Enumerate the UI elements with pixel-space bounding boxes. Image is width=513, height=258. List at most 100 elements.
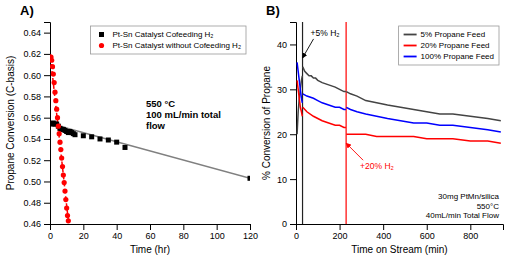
tick-label: 40: [112, 231, 122, 241]
tick-label: 60: [145, 231, 155, 241]
x-axis-line: [51, 225, 251, 231]
tick-mark: [117, 224, 118, 230]
series-line: [297, 62, 501, 132]
y-axis: 010203040: [277, 23, 297, 230]
point: [61, 172, 66, 177]
x-axis-line: [297, 225, 504, 231]
tick-label: 0.48: [23, 198, 41, 208]
tick: 20: [277, 130, 296, 140]
tick: 0.52: [23, 156, 50, 166]
legend-box: [399, 26, 499, 65]
tick-mark: [183, 224, 184, 230]
tick-mark: [44, 54, 50, 55]
tick-label: 400: [376, 231, 391, 241]
tick-label: 0.54: [23, 134, 41, 144]
point: [59, 155, 64, 160]
tick: 0.56: [23, 113, 50, 123]
tick-mark: [290, 224, 296, 225]
point: [65, 213, 70, 218]
tick-label: 20: [277, 130, 287, 140]
point: [52, 90, 57, 95]
legend-symbol: [404, 45, 417, 47]
plot-area: [297, 22, 501, 224]
tick: 0.48: [23, 198, 50, 208]
tick: 0.50: [23, 177, 50, 187]
annotation-line: 550°C: [477, 202, 500, 211]
panel-title: B): [266, 3, 280, 18]
point: [56, 124, 61, 129]
legend: 5% Propane Feed 20% Propane Feed 100% Prop…: [399, 26, 499, 65]
legend-symbol: [404, 34, 417, 36]
point: [64, 205, 69, 210]
legend: Pt-Sn Catalyst Cofeeding H₂ Pt-Sn Catalys…: [91, 26, 247, 54]
legend-label: 20% Propane Feed: [421, 41, 490, 50]
annotation-line: flow: [146, 120, 166, 131]
tick-mark: [44, 33, 50, 34]
tick: 400: [376, 224, 391, 241]
tick: 0.60: [23, 71, 50, 81]
legend-symbol: [99, 43, 104, 48]
tick: 40: [112, 224, 122, 241]
tick: 120: [243, 224, 258, 241]
x-axis-title: Time (hr): [130, 244, 170, 255]
point: [106, 138, 111, 143]
x-axis: 0200400600800: [294, 224, 504, 241]
annotation: 30mg PtMn/silica550°C40mL/min Total Flow: [426, 192, 500, 220]
tick-label: 0.64: [23, 28, 41, 38]
point: [62, 188, 67, 193]
plot-area: [50, 54, 250, 223]
tick: 0.64: [23, 28, 50, 38]
legend-item: 20% Propane Feed: [404, 41, 490, 50]
legend-item: 100% Propane Feed: [404, 52, 494, 61]
point: [56, 124, 61, 129]
point: [53, 98, 58, 103]
tick-label: 0.56: [23, 113, 41, 123]
tick-label: 100: [210, 231, 225, 241]
tick: 200: [333, 224, 348, 241]
tick-mark: [44, 96, 50, 97]
annotation-line: +5% H₂: [311, 28, 340, 38]
tick-label: 80: [179, 231, 189, 241]
tick-mark: [217, 224, 218, 230]
tick: 0.46: [23, 219, 50, 229]
point: [57, 140, 62, 145]
tick-label: 120: [243, 231, 258, 241]
tick-mark: [290, 134, 296, 135]
x-axis: 020406080100120: [48, 224, 258, 241]
point: [52, 80, 57, 85]
tick-mark: [44, 224, 50, 225]
tick-mark: [290, 89, 296, 90]
annotation-line: +20% H₂: [360, 161, 394, 171]
legend-label: Pt-Sn Catalyst Cofeeding H₂: [113, 30, 214, 39]
y-axis-line: [290, 23, 297, 225]
legend-item: 5% Propane Feed: [404, 30, 486, 39]
tick-label: 0: [282, 219, 287, 229]
tick: 800: [463, 224, 478, 241]
x-axis-title: Time on Stream (min): [351, 244, 447, 255]
panel: 0200400600800010203040Time on Stream (mi…: [261, 3, 504, 255]
tick-label: 0: [48, 231, 53, 241]
annotation: +20% H₂: [360, 161, 394, 171]
point: [81, 133, 86, 138]
tick-mark: [83, 224, 84, 230]
tick-mark: [44, 160, 50, 161]
tick: 0: [282, 219, 296, 229]
point: [66, 218, 71, 223]
legend-label: Pt-Sn Catalyst without Cofeeding H₂: [113, 41, 242, 50]
legend-item: Pt-Sn Catalyst without Cofeeding H₂: [99, 41, 241, 50]
tick-mark: [44, 75, 50, 76]
point: [248, 176, 251, 181]
y-axis-title: Propane Conversion (C-basis): [5, 56, 16, 191]
tick-mark: [383, 224, 384, 230]
chart: 0 20 40 60 80 100 120 0.46 0.48 0.50 0.52 0.54 0.56 0…: [0, 0, 513, 258]
tick: 100: [210, 224, 225, 241]
tick-mark: [427, 224, 428, 230]
tick-label: 0.60: [23, 71, 41, 81]
tick: 0.58: [23, 92, 50, 102]
point: [73, 132, 78, 137]
chart-container: 0 20 40 60 80 100 120 0.46 0.48 0.50 0.52 0.54 0.56 0…: [0, 0, 513, 258]
tick: 40: [277, 40, 296, 50]
vertical-line: [302, 22, 303, 224]
tick-mark: [340, 224, 341, 230]
point: [51, 71, 56, 76]
